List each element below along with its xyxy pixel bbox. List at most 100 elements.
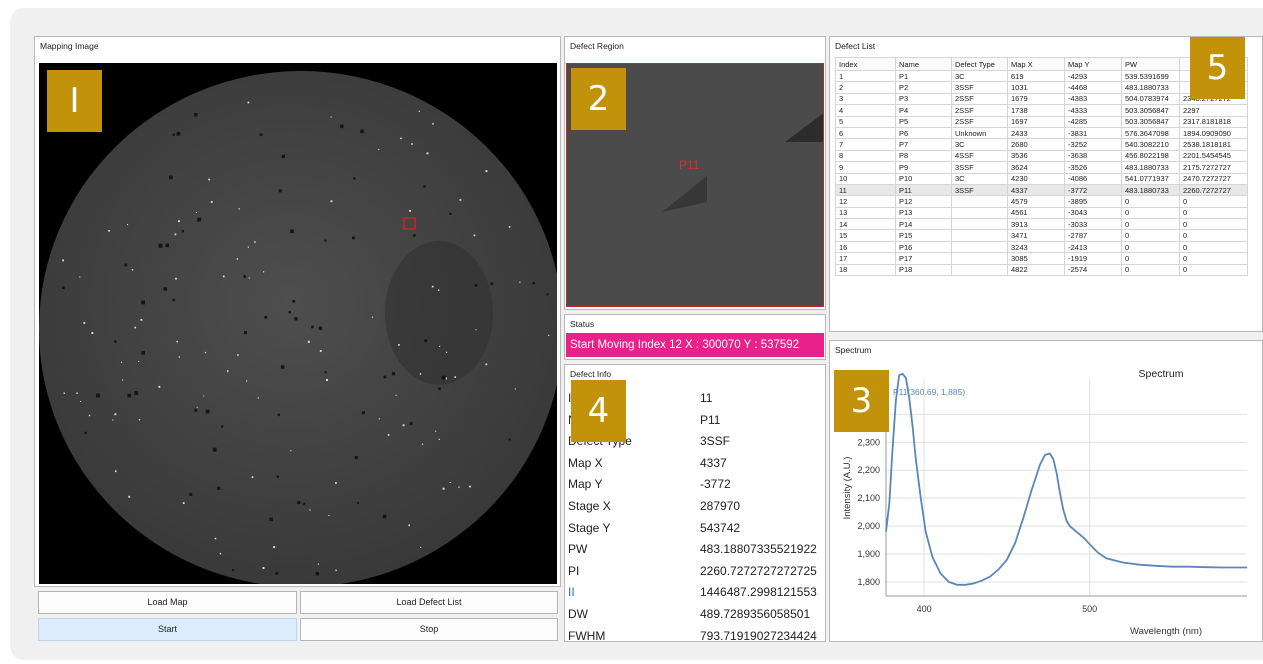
- region-badge: 2: [571, 68, 626, 130]
- wafer-speck: [303, 502, 306, 505]
- stop-button[interactable]: Stop: [300, 618, 558, 641]
- column-header[interactable]: Map Y: [1064, 57, 1122, 71]
- table-row[interactable]: 10 P10 3C 4230 -4086 541.0771937 2470.7272727: [835, 172, 1248, 185]
- table-cell: 0: [1179, 263, 1248, 277]
- column-header[interactable]: Name: [895, 57, 952, 71]
- table-cell: -4285: [1064, 115, 1122, 128]
- table-cell: 2260.7272727: [1179, 183, 1248, 197]
- wafer-speck: [251, 476, 254, 478]
- table-cell: 3C: [951, 138, 1008, 151]
- wafer-speck: [400, 137, 402, 140]
- table-cell: 0: [1121, 263, 1180, 277]
- table-cell: 13: [835, 206, 896, 220]
- wafer-speck: [409, 422, 413, 425]
- wafer-speck: [519, 281, 521, 283]
- wafer-speck: [437, 289, 440, 291]
- table-cell: P12: [895, 195, 952, 208]
- column-header[interactable]: PW: [1121, 57, 1180, 71]
- table-cell: 3C: [951, 172, 1008, 185]
- table-cell: 2SSF: [951, 92, 1008, 106]
- wafer-speck: [178, 220, 180, 223]
- info-value: 543742: [700, 520, 741, 535]
- wafer-speck: [181, 230, 184, 233]
- table-cell: [951, 240, 1008, 254]
- table-cell: [951, 229, 1008, 242]
- wafer-speck: [326, 379, 328, 381]
- table-cell: [951, 218, 1008, 231]
- info-value: 793.71919027234424: [700, 628, 817, 643]
- table-row[interactable]: 8 P8 4SSF 3536 -3638 456.8022198 2201.5454545: [835, 149, 1248, 163]
- wafer-speck: [508, 226, 511, 228]
- mapping-image-canvas[interactable]: [39, 63, 557, 584]
- info-key: PI: [568, 563, 580, 578]
- wafer-speck: [131, 269, 134, 271]
- wafer-speck: [361, 411, 365, 415]
- table-row[interactable]: 12 P12 4579 -3895 0 0: [835, 195, 1248, 208]
- table-row[interactable]: 14 P14 3913 -3033 0 0: [835, 218, 1248, 231]
- column-header[interactable]: Index: [835, 57, 896, 71]
- table-row[interactable]: 18 P18 4822 -2574 0 0: [835, 263, 1248, 277]
- table-row[interactable]: 17 P17 3085 -1919 0 0: [835, 252, 1248, 265]
- table-row[interactable]: 16 P16 3243 -2413 0 0: [835, 240, 1248, 254]
- wafer-speck: [402, 424, 405, 427]
- table-cell: -3252: [1064, 138, 1122, 151]
- wafer-speck: [63, 392, 65, 394]
- table-row[interactable]: 1 P1 3C 619 -4293 539.5391699: [835, 69, 1248, 83]
- wafer-speck: [165, 243, 169, 248]
- table-cell: -1919: [1064, 252, 1122, 265]
- wafer-speck: [197, 217, 202, 222]
- wafer-speck: [449, 212, 452, 215]
- wafer-speck: [244, 331, 247, 335]
- table-row[interactable]: 9 P9 3SSF 3624 -3526 483.1880733 2175.7272727: [835, 161, 1248, 174]
- table-cell: 9: [835, 161, 896, 174]
- wafer-speck: [174, 233, 177, 236]
- wafer-speck: [176, 340, 178, 343]
- info-key: Map Y: [568, 477, 603, 492]
- wafer-speck: [409, 210, 411, 212]
- table-cell: Unknown: [951, 126, 1008, 140]
- start-button[interactable]: Start: [38, 618, 297, 641]
- defect-region-title: Defect Region: [570, 41, 624, 51]
- selected-defect-marker[interactable]: [403, 217, 416, 230]
- wafer-speck: [330, 116, 332, 118]
- table-cell: 541.0771937: [1121, 172, 1180, 185]
- column-header[interactable]: Defect Type: [951, 57, 1008, 71]
- table-row[interactable]: 11 P11 3SSF 4337 -3772 483.1880733 2260.727272…: [835, 183, 1248, 197]
- table-row[interactable]: 5 P5 2SSF 1697 -4285 503.3056847 2317.8181818: [835, 115, 1248, 128]
- info-badge: 4: [571, 380, 626, 442]
- column-header[interactable]: Map X: [1007, 57, 1065, 71]
- table-cell: P6: [895, 126, 952, 140]
- wafer-speck: [454, 376, 456, 378]
- wafer-speck: [485, 170, 488, 173]
- load-map-button[interactable]: Load Map: [38, 591, 297, 614]
- wafer-speck: [264, 316, 268, 319]
- status-bar: Start Moving Index 12 X : 300070 Y : 537…: [566, 333, 824, 357]
- table-row[interactable]: 15 P15 3471 -2787 0 0: [835, 229, 1248, 242]
- y-tick-label: 1,900: [857, 549, 880, 559]
- wafer-speck: [76, 392, 78, 394]
- wafer-speck: [439, 345, 441, 347]
- table-row[interactable]: 4 P4 2SSF 1738 -4333 503.3056847 2297: [835, 104, 1248, 117]
- table-cell: 1894.0909090: [1179, 126, 1248, 140]
- table-cell: 0: [1121, 240, 1180, 254]
- table-row[interactable]: 2 P2 3SSF 1031 -4468 483.1880733: [835, 81, 1248, 94]
- wafer-speck: [62, 286, 65, 290]
- info-value: 2260.7272727272725: [700, 563, 817, 578]
- info-key: DW: [568, 607, 588, 621]
- wafer-speck: [307, 340, 310, 343]
- table-row[interactable]: 6 P6 Unknown 2433 -3831 576.3647098 1894.09090…: [835, 126, 1248, 140]
- table-row[interactable]: 7 P7 3C 2680 -3252 540.3082210 2538.1818181: [835, 138, 1248, 151]
- info-row: DW 489.7289356058501: [568, 607, 830, 625]
- defect-specks: [62, 101, 550, 576]
- table-row[interactable]: 13 P13 4561 -3043 0 0: [835, 206, 1248, 220]
- table-cell: 1697: [1007, 115, 1065, 128]
- wafer-speck: [382, 514, 387, 518]
- table-cell: 16: [835, 240, 896, 254]
- defect-region-shapes: [662, 113, 823, 212]
- wafer-speck: [288, 310, 291, 314]
- load-defect-list-button[interactable]: Load Defect List: [300, 591, 558, 614]
- wafer-speck: [423, 185, 426, 188]
- wafer-speck: [421, 443, 424, 445]
- table-cell: 4: [835, 104, 896, 117]
